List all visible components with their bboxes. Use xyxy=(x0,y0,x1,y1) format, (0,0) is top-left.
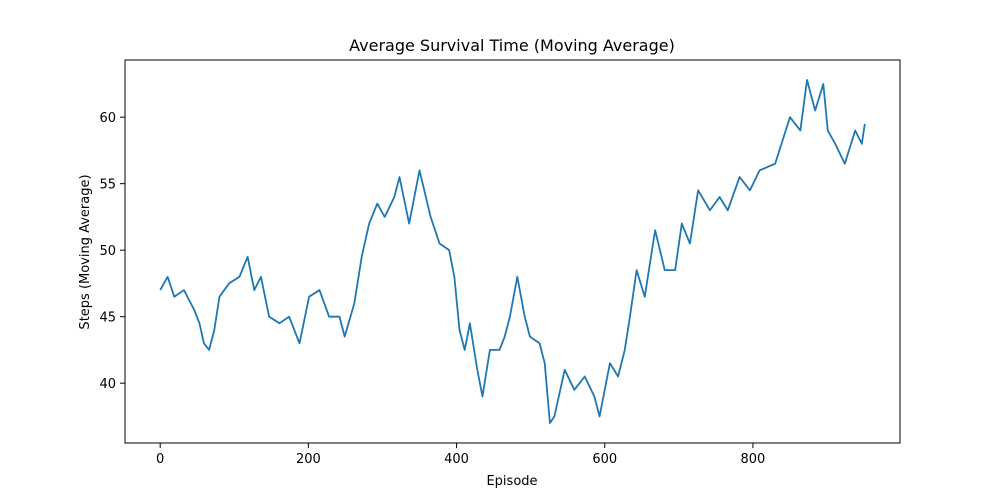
y-tick-label: 40 xyxy=(99,377,116,392)
x-tick-label: 400 xyxy=(444,452,469,467)
x-tick-label: 0 xyxy=(156,452,164,467)
y-tick-label: 55 xyxy=(99,178,116,193)
y-tick-label: 50 xyxy=(99,244,116,259)
y-tick-label: 45 xyxy=(99,311,116,326)
y-axis-label: Steps (Moving Average) xyxy=(78,174,93,329)
x-tick-label: 800 xyxy=(741,452,766,467)
chart-title: Average Survival Time (Moving Average) xyxy=(349,36,675,55)
y-tick-label: 60 xyxy=(99,111,116,126)
x-tick-label: 600 xyxy=(592,452,617,467)
data-line xyxy=(159,79,866,424)
x-tick-label: 200 xyxy=(296,452,321,467)
x-axis-label: Episode xyxy=(486,474,537,489)
plot-frame xyxy=(124,59,901,444)
